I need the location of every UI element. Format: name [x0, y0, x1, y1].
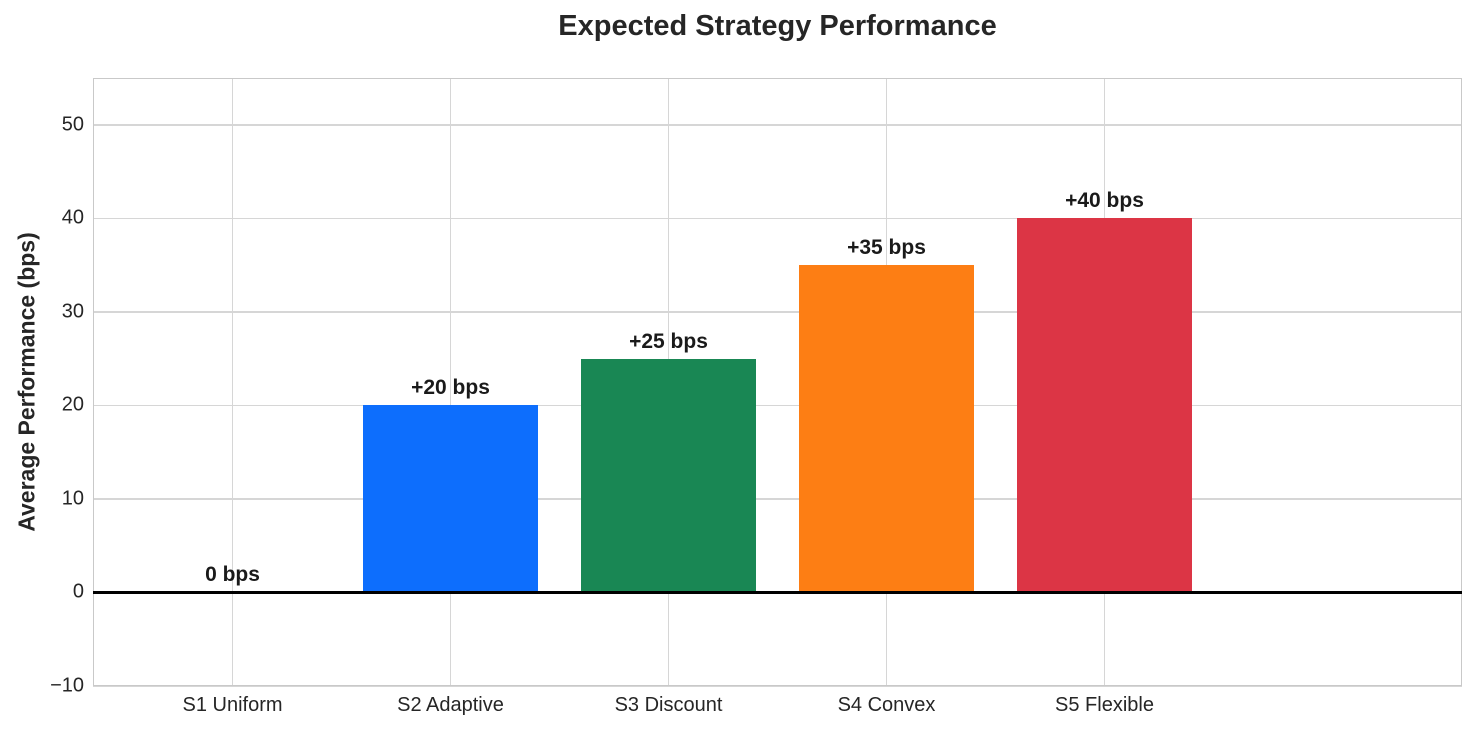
chart-title: Expected Strategy Performance: [558, 10, 997, 42]
bar-value-label: 0 bps: [205, 563, 260, 587]
bar-5: [1017, 218, 1192, 593]
gridline-horizontal: [93, 124, 1462, 126]
gridline-horizontal: [93, 311, 1462, 313]
x-tick-label: S1 Uniform: [182, 694, 283, 716]
bar-3: [581, 358, 756, 593]
y-tick-label: −10: [50, 674, 84, 697]
y-tick-label: 30: [61, 300, 84, 323]
bar-4: [799, 265, 974, 593]
gridline-horizontal: [93, 217, 1462, 220]
gridline-horizontal: [93, 498, 1462, 500]
gridline-horizontal: [93, 685, 1462, 687]
bar-value-label: +35 bps: [847, 236, 926, 260]
x-tick-label: S4 Convex: [837, 694, 936, 716]
x-tick-label: S2 Adaptive: [397, 694, 504, 716]
gridline-vertical: [449, 78, 452, 686]
bar-value-label: +20 bps: [411, 376, 490, 400]
gridline-vertical: [231, 78, 234, 686]
y-tick-label: 50: [61, 113, 84, 136]
plot-area: 0 bps +20 bps +25 bps +35 bps +40 bps: [93, 78, 1462, 687]
zero-baseline: [93, 590, 1462, 594]
x-tick-label: S5 Flexible: [1055, 694, 1154, 716]
plot-border: [93, 78, 1462, 686]
y-tick-label: 10: [61, 487, 84, 510]
y-tick-label: 40: [61, 206, 84, 229]
x-tick-label: S3 Discount: [614, 694, 723, 716]
y-tick-label: 0: [72, 580, 84, 603]
y-tick-label: 20: [61, 393, 84, 416]
gridline-horizontal: [93, 404, 1462, 407]
bar-value-label: +25 bps: [629, 329, 708, 353]
bar-2: [363, 405, 538, 593]
bar-value-label: +40 bps: [1065, 189, 1144, 213]
